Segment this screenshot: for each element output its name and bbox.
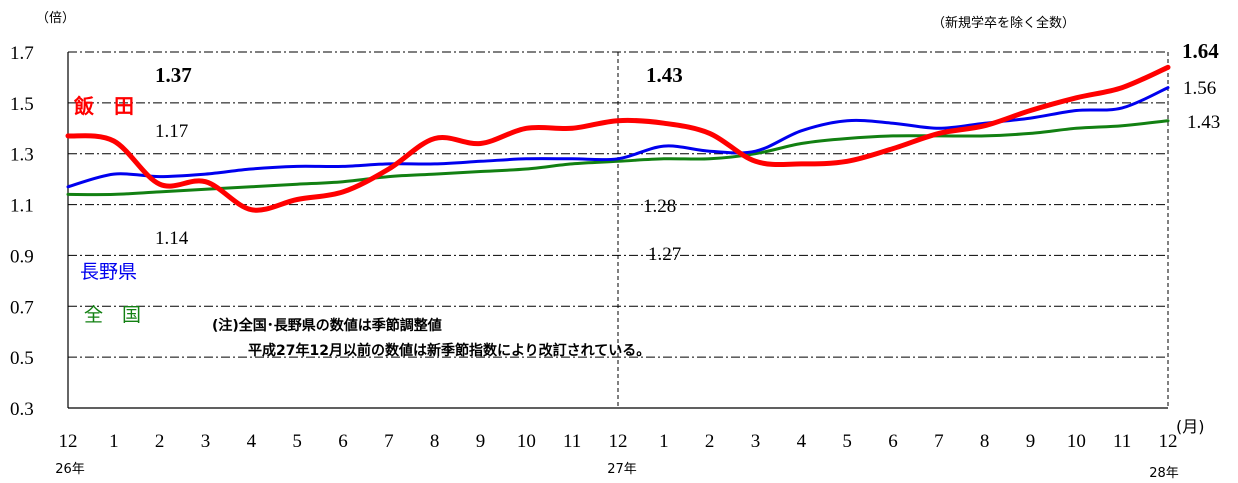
- x-tick-label: 5: [292, 431, 302, 452]
- year-label: 27年: [607, 462, 637, 477]
- y-tick-label: 0.5: [10, 348, 34, 369]
- x-tick-label: 8: [980, 431, 990, 452]
- y-tick-label: 1.3: [10, 145, 34, 166]
- x-tick-label: 12: [609, 431, 628, 452]
- x-tick-label: 9: [1026, 431, 1036, 452]
- series-lines: [65, 64, 1171, 213]
- x-tick-label: 8: [430, 431, 440, 452]
- x-tick-label: 5: [842, 431, 852, 452]
- data-label: 1.43: [646, 63, 683, 87]
- series-line-2: [66, 119, 1170, 197]
- data-label: 1.17: [155, 121, 188, 142]
- data-label: 1.14: [155, 228, 189, 249]
- x-tick-label: 1: [659, 431, 669, 452]
- annotation-line-2: 平成27年12月以前の数値は新季節指数により改訂されている。: [248, 342, 650, 359]
- year-label: 28年: [1149, 466, 1179, 481]
- x-tick-label: 12: [59, 431, 78, 452]
- legend-label-2: 全 国: [84, 304, 141, 326]
- x-tick-label: 11: [563, 431, 581, 452]
- x-tick-label: 11: [1113, 431, 1131, 452]
- legend-label-0: 飯 田: [73, 94, 134, 118]
- x-tick-label: 2: [155, 431, 165, 452]
- x-tick-label: 6: [888, 431, 898, 452]
- x-tick-label: 4: [797, 431, 807, 452]
- y-tick-label: 1.1: [10, 196, 34, 217]
- annotation-line-1: (注)全国･長野県の数値は季節調整値: [212, 317, 442, 334]
- y-tick-label: 0.9: [10, 246, 34, 267]
- y-unit-label: （倍）: [36, 11, 75, 26]
- y-tick-label: 1.5: [10, 94, 34, 115]
- x-tick-label: 10: [1067, 431, 1086, 452]
- x-tick-label: 10: [517, 431, 536, 452]
- year-label: 26年: [55, 462, 85, 477]
- x-tick-label: 2: [705, 431, 715, 452]
- x-tick-label: 1: [109, 431, 119, 452]
- data-label: 1.43: [1187, 112, 1220, 133]
- x-unit-label: (月): [1176, 417, 1205, 436]
- data-label: 1.56: [1183, 78, 1216, 99]
- axes: 0.30.50.70.91.11.31.51.712 1 2 3 4 5 6 7 8 9 10 11 1…: [10, 43, 1179, 481]
- data-label: 1.64: [1182, 39, 1219, 63]
- series-line-0: [65, 64, 1171, 213]
- x-tick-label: 9: [476, 431, 486, 452]
- x-tick-label: 6: [338, 431, 348, 452]
- top-right-note: （新規学卒を除く全数）: [932, 15, 1075, 31]
- y-tick-label: 0.3: [10, 399, 34, 420]
- y-tick-label: 0.7: [10, 297, 34, 318]
- legend-label-1: 長野県: [80, 261, 137, 283]
- x-tick-label: 12: [1159, 431, 1178, 452]
- x-tick-label: 7: [934, 431, 944, 452]
- data-label: 1.28: [643, 196, 676, 217]
- x-tick-label: 7: [384, 431, 394, 452]
- x-tick-label: 4: [247, 431, 257, 452]
- y-tick-label: 1.7: [10, 43, 34, 64]
- data-label: 1.27: [648, 244, 681, 265]
- x-tick-label: 3: [201, 431, 211, 452]
- x-tick-label: 3: [751, 431, 761, 452]
- data-label: 1.37: [155, 63, 192, 87]
